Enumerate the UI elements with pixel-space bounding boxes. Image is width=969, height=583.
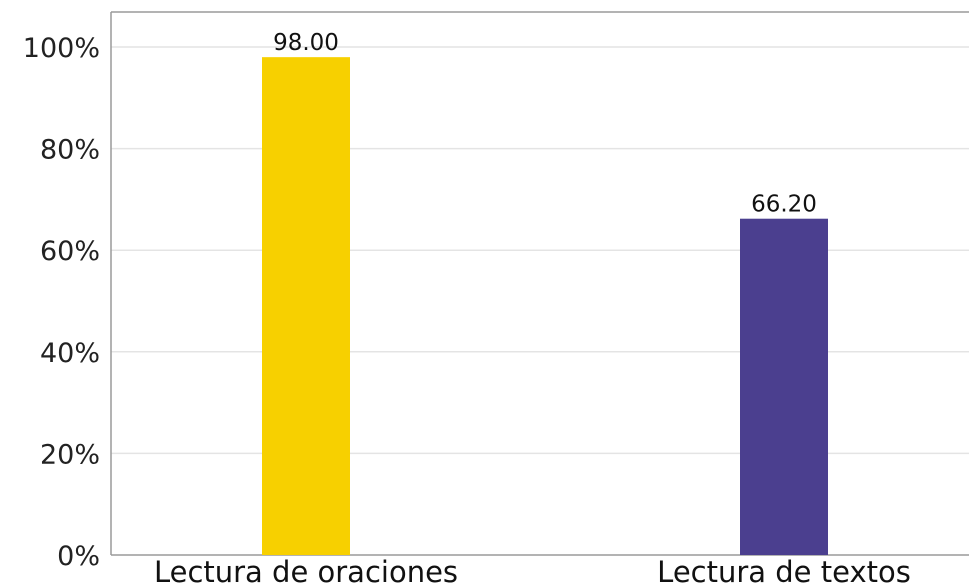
y-tick-label: 0% xyxy=(57,541,100,572)
axis-layer: 0% 20% 40% 60% 80% 100% xyxy=(23,11,969,572)
x-category-label: Lectura de textos xyxy=(657,555,911,583)
data-label: 98.00 xyxy=(273,30,339,56)
bar-layer xyxy=(262,57,828,556)
bar xyxy=(262,57,350,555)
y-tick-label: 100% xyxy=(23,33,100,64)
bar xyxy=(740,218,828,556)
y-tick-label: 20% xyxy=(40,439,100,470)
data-label: 66.20 xyxy=(751,192,817,218)
grid-layer xyxy=(111,46,969,455)
x-category-label: Lectura de oraciones xyxy=(154,555,458,583)
y-tick-label: 80% xyxy=(40,135,100,166)
y-tick-label: 40% xyxy=(40,338,100,369)
y-tick-label: 60% xyxy=(40,236,100,267)
label-layer: 98.00 Lectura de oraciones 66.20 Lectura de… xyxy=(154,30,911,583)
